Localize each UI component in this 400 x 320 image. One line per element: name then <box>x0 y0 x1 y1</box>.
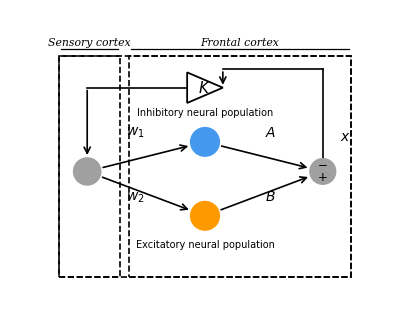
Text: Inhibitory neural population: Inhibitory neural population <box>137 108 273 118</box>
Text: $K$: $K$ <box>198 80 212 96</box>
Text: $w_2$: $w_2$ <box>126 190 144 204</box>
Text: Frontal cortex: Frontal cortex <box>200 38 279 48</box>
Ellipse shape <box>191 202 219 230</box>
Text: $-$: $-$ <box>317 157 328 170</box>
Ellipse shape <box>191 128 219 156</box>
Bar <box>129 56 351 277</box>
Text: Excitatory neural population: Excitatory neural population <box>136 240 274 250</box>
Bar <box>59 56 120 277</box>
Text: $w_1$: $w_1$ <box>126 126 144 140</box>
Ellipse shape <box>310 159 336 184</box>
Ellipse shape <box>74 158 101 185</box>
Text: Sensory cortex: Sensory cortex <box>48 38 131 48</box>
Text: $A$: $A$ <box>266 126 277 140</box>
Text: $x$: $x$ <box>340 130 350 144</box>
Text: $B$: $B$ <box>266 190 276 204</box>
Text: $+$: $+$ <box>317 171 328 184</box>
